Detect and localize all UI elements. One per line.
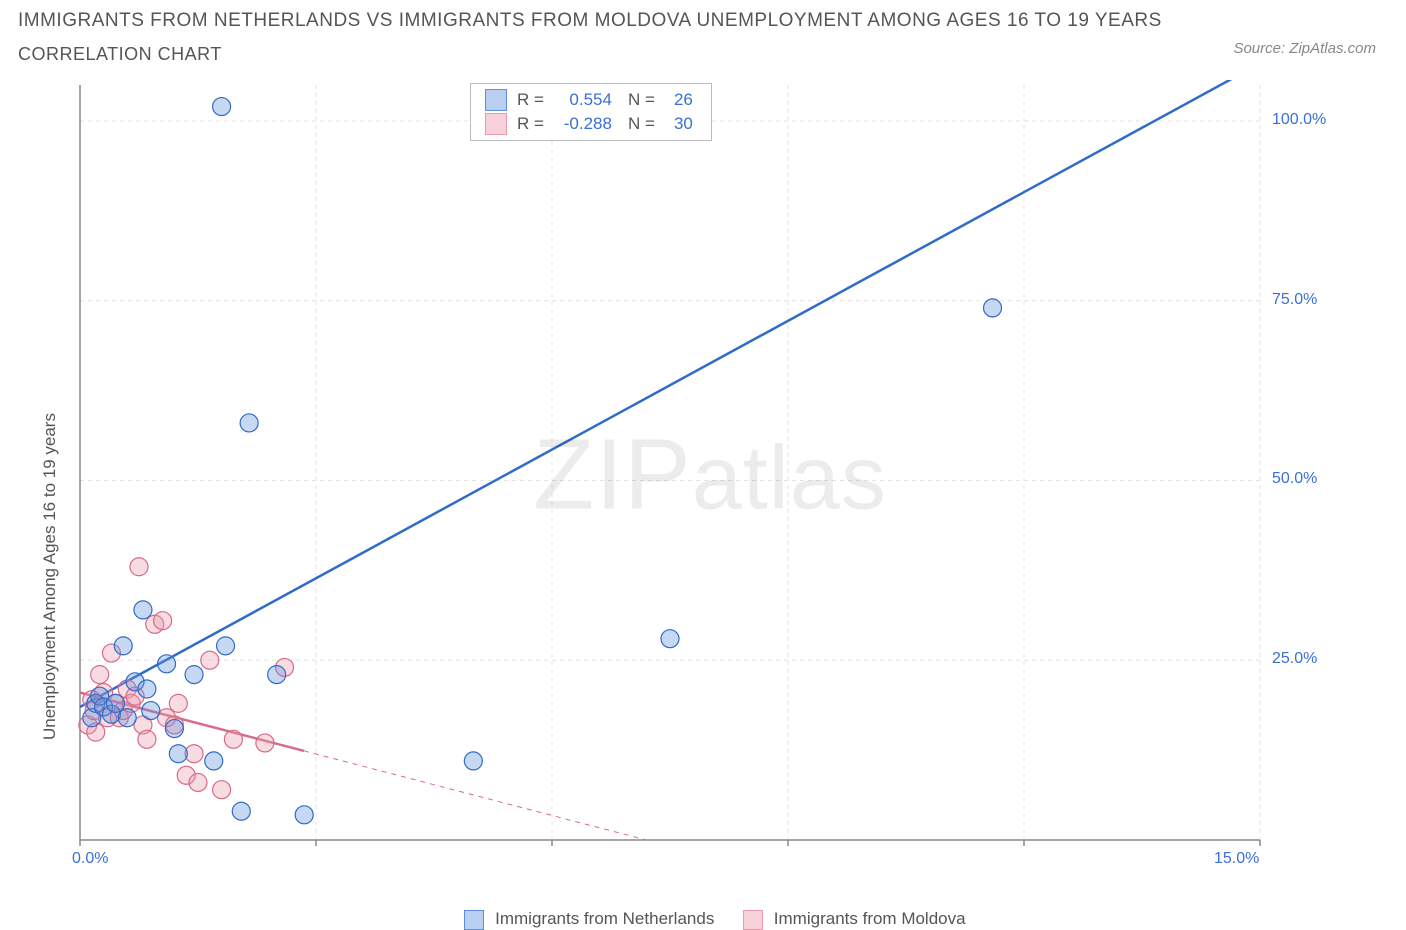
legend-square-moldova <box>743 910 763 930</box>
r-value-moldova: -0.288 <box>544 114 616 134</box>
n-label: N = <box>628 114 655 134</box>
legend-label-moldova: Immigrants from Moldova <box>774 909 966 928</box>
chart-area: Unemployment Among Ages 16 to 19 years Z… <box>0 80 1406 930</box>
y-tick-label: 100.0% <box>1272 111 1326 129</box>
legend-square-moldova <box>485 113 507 135</box>
scatter-plot-svg <box>70 80 1350 870</box>
y-axis-label: Unemployment Among Ages 16 to 19 years <box>40 413 60 740</box>
correlation-stats-box: R = 0.554 N = 26 R = -0.288 N = 30 <box>470 83 712 141</box>
chart-title-line1: IMMIGRANTS FROM NETHERLANDS VS IMMIGRANT… <box>18 10 1162 32</box>
source-label: Source: ZipAtlas.com <box>1233 40 1376 57</box>
r-label: R = <box>517 114 544 134</box>
x-tick-label: 0.0% <box>72 850 108 868</box>
y-tick-label: 25.0% <box>1272 650 1317 668</box>
chart-title-line2: CORRELATION CHART <box>18 44 1162 65</box>
bottom-legend: Immigrants from Netherlands Immigrants f… <box>0 909 1406 930</box>
y-tick-label: 75.0% <box>1272 291 1317 309</box>
n-label: N = <box>628 90 655 110</box>
n-value-moldova: 30 <box>655 114 697 134</box>
legend-square-netherlands <box>485 89 507 111</box>
plot-area: ZIPatlas R = 0.554 N = 26 R = -0.288 N =… <box>70 80 1350 870</box>
r-label: R = <box>517 90 544 110</box>
legend-label-netherlands: Immigrants from Netherlands <box>495 909 714 928</box>
legend-square-netherlands <box>464 910 484 930</box>
x-tick-label: 15.0% <box>1214 850 1259 868</box>
y-tick-label: 50.0% <box>1272 470 1317 488</box>
stat-row-netherlands: R = 0.554 N = 26 <box>471 88 711 112</box>
r-value-netherlands: 0.554 <box>544 90 616 110</box>
n-value-netherlands: 26 <box>655 90 697 110</box>
stat-row-moldova: R = -0.288 N = 30 <box>471 112 711 136</box>
